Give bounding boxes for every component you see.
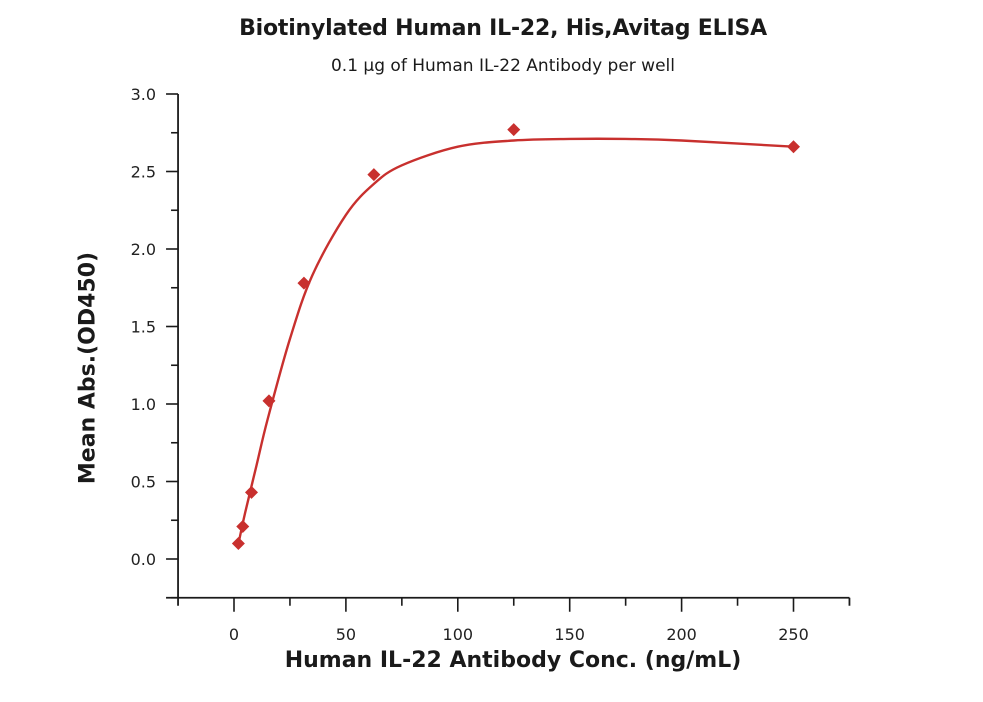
data-point-diamond-icon: [787, 140, 800, 154]
chart-subtitle: 0.1 µg of Human IL-22 Antibody per well: [330, 56, 675, 76]
data-point-diamond-icon: [367, 168, 381, 182]
y-tick-label: 0.5: [131, 473, 156, 492]
axes: 0.0 0.5 1.0 1.5 2.0 2.5 3.0 0 50 100 150 200 250: [131, 85, 851, 644]
data-point-diamond-icon: [236, 519, 250, 533]
fitted-curve: [237, 137, 794, 544]
data-points: [231, 123, 800, 550]
data-point-diamond-icon: [244, 485, 258, 499]
chart-title: Biotinylated Human IL-22, His,Avitag ELI…: [239, 16, 767, 41]
data-point-diamond-icon: [297, 276, 311, 290]
x-tick-label: 100: [443, 625, 474, 644]
y-tick-label: 3.0: [131, 85, 156, 104]
y-tick-label: 2.5: [131, 163, 156, 182]
data-point-diamond-icon: [262, 394, 276, 408]
fitted-curve-line: [237, 137, 794, 544]
x-tick-label: 200: [666, 625, 697, 644]
y-tick-label: 1.0: [131, 395, 156, 414]
y-tick-label: 2.0: [131, 240, 156, 259]
x-tick-label: 50: [336, 625, 356, 644]
x-axis-label: Human IL-22 Antibody Conc. (ng/mL): [284, 648, 742, 673]
data-point-diamond-icon: [231, 537, 245, 550]
y-tick-label: 0.0: [131, 550, 156, 569]
data-point-diamond-icon: [507, 123, 521, 137]
x-tick-label: 0: [229, 625, 239, 644]
x-tick-label: 250: [778, 625, 809, 644]
y-tick-label: 1.5: [131, 318, 156, 337]
x-tick-label: 150: [554, 625, 585, 644]
